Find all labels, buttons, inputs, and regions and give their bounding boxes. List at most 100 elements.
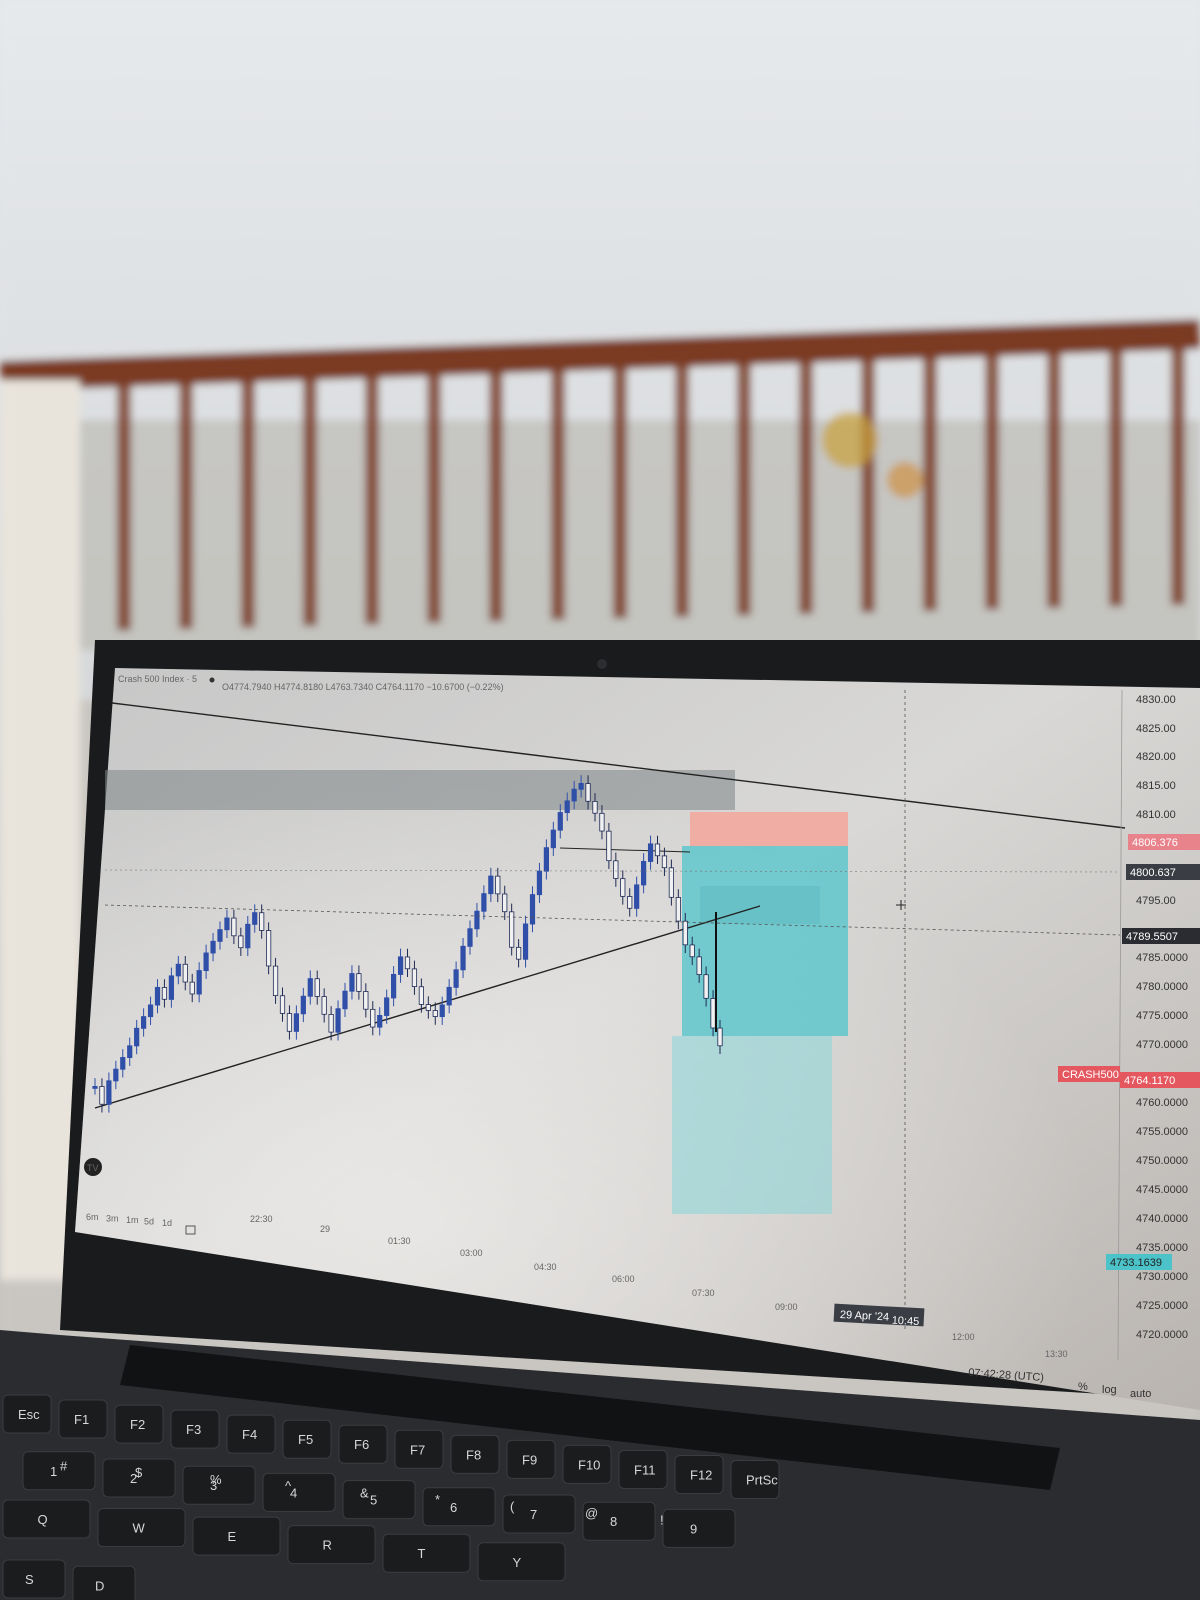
range-button-5d[interactable]: 5d (144, 1217, 154, 1227)
crosshair-price-badge-bg (1122, 928, 1200, 944)
candle (509, 903, 515, 956)
range-button-6m[interactable]: 6m (86, 1212, 99, 1222)
key-symbol-label: ^ (285, 1479, 292, 1494)
railing-baluster (427, 363, 441, 623)
candle-body (592, 801, 598, 814)
candle-body (106, 1080, 112, 1105)
candle-body (286, 1013, 293, 1032)
candle (113, 1060, 119, 1090)
candle (120, 1049, 126, 1078)
candle (557, 804, 563, 839)
key-cap (2, 1394, 52, 1434)
key-label: F3 (186, 1422, 201, 1437)
candle-body (522, 923, 529, 960)
stop-loss-zone[interactable] (690, 812, 848, 846)
key-cap (382, 1533, 471, 1573)
stop-price-badge: 4733.1639 (1106, 1254, 1172, 1270)
candle (154, 979, 161, 1014)
price-tick-label: 4760.0000 (1136, 1097, 1188, 1109)
candle-body (502, 893, 508, 913)
webcam-icon (597, 659, 607, 669)
supply-zone (105, 770, 735, 810)
candle-body (231, 917, 237, 937)
candle (516, 939, 522, 968)
candle (99, 1078, 105, 1113)
candle (92, 1078, 98, 1095)
candle (536, 862, 543, 903)
candle (328, 1006, 334, 1041)
key-cap (662, 1508, 736, 1548)
candle (613, 852, 619, 887)
key-cap (477, 1542, 566, 1582)
candle-body (641, 860, 647, 886)
price-tick-label: 4815.00 (1136, 780, 1176, 792)
time-tick-label: 12:00 (952, 1332, 975, 1342)
time-tick-label: 07:30 (692, 1288, 715, 1298)
range-button-1m[interactable]: 1m (126, 1215, 139, 1225)
price-tick-label: 4730.0000 (1136, 1271, 1188, 1283)
key-symbol-label: ! (660, 1512, 664, 1527)
price-tick-label: 4745.0000 (1136, 1184, 1188, 1196)
price-tick-label: 4740.0000 (1136, 1213, 1188, 1225)
key: 8 (582, 1501, 656, 1541)
candle-body (495, 875, 501, 895)
candle (703, 966, 709, 1007)
candle (606, 822, 612, 869)
candle-body (717, 1027, 723, 1047)
candle (189, 973, 195, 1003)
key-cap (502, 1494, 576, 1534)
horizontal-level-line[interactable] (559, 847, 691, 853)
candle-body (293, 1013, 299, 1032)
key-label: 9 (690, 1521, 697, 1536)
key-symbol-label: & (360, 1485, 369, 1500)
candle (474, 902, 480, 938)
candle-body (439, 1004, 445, 1018)
candle (182, 956, 188, 991)
key-symbol-label: * (435, 1492, 440, 1507)
railing-baluster (241, 367, 255, 628)
candle (564, 792, 570, 821)
auto-scale-button[interactable]: auto (1130, 1388, 1151, 1400)
key: D (72, 1565, 136, 1600)
candle-body (328, 1014, 334, 1033)
candle (224, 909, 230, 938)
target-zone[interactable] (682, 846, 848, 1036)
candle (467, 920, 473, 955)
key: 4 (262, 1472, 336, 1512)
candle (266, 922, 272, 975)
log-scale-button[interactable]: log (1102, 1384, 1117, 1396)
key-symbol-label: % (210, 1472, 222, 1487)
key-label: 5 (370, 1493, 377, 1508)
key: F2 (114, 1404, 164, 1444)
key-symbol-label: ( (510, 1499, 515, 1514)
range-button-3m[interactable]: 3m (106, 1214, 119, 1224)
candle-body (564, 800, 570, 814)
key-symbol-label: $ (135, 1465, 143, 1480)
percent-scale-button[interactable]: % (1078, 1381, 1088, 1393)
candle-body (384, 997, 390, 1016)
candle (550, 821, 556, 857)
railing-baluster (117, 370, 131, 631)
key-cap (582, 1501, 656, 1541)
candle-body (654, 843, 661, 857)
railing-baluster (303, 366, 317, 626)
last-price-badge: 4764.1170 (1120, 1072, 1200, 1088)
candle (238, 927, 244, 956)
range-button-1d[interactable]: 1d (162, 1218, 172, 1228)
calendar-icon[interactable] (185, 1225, 196, 1235)
candle (425, 996, 431, 1019)
candle (314, 970, 320, 1005)
railing-baluster (489, 361, 503, 622)
descending-trendline[interactable] (111, 702, 1126, 829)
key-label: 1 (50, 1464, 57, 1479)
trading-chart[interactable]: Crash 500 Index · 5 O4774.7940 H4774.8180… (84, 674, 1200, 1400)
candle-body (266, 930, 272, 967)
key: F9 (506, 1439, 556, 1479)
price-tick-label: 4775.0000 (1136, 1010, 1188, 1022)
candle-body (349, 973, 355, 992)
utc-clock: 07:42:28 (UTC) (968, 1367, 1044, 1384)
candle (335, 1000, 341, 1041)
candle (689, 936, 695, 966)
crosshair-time-label: 10:45 (891, 1315, 919, 1328)
key: 2 (102, 1458, 176, 1498)
